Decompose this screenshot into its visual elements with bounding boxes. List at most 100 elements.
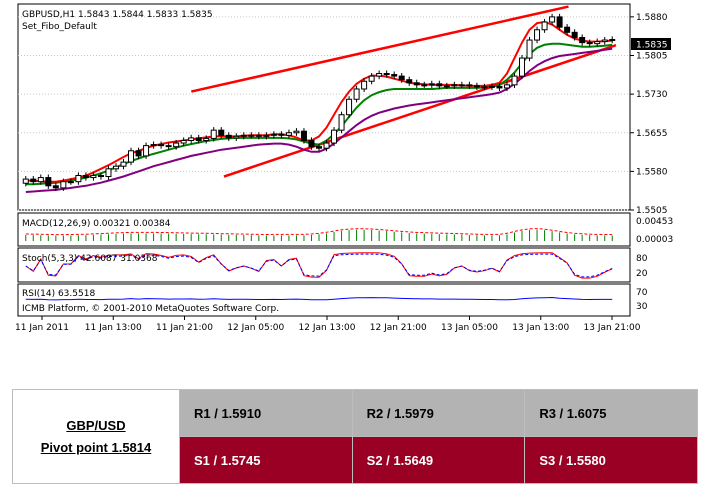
candle-body: [451, 84, 458, 87]
candle-body: [413, 82, 420, 86]
candle-body: [82, 174, 89, 179]
time-tick-label: 11 Jan 21:00: [156, 323, 213, 333]
candle-body: [436, 83, 443, 87]
current-price-label: 1.5835: [636, 41, 668, 51]
stoch-main-line: [25, 252, 613, 279]
candle-body: [458, 84, 465, 87]
candle-body: [353, 88, 360, 100]
candle-body: [128, 150, 135, 163]
candle-body: [519, 57, 526, 77]
s2-cell: S2 / 1.5649: [351, 436, 526, 484]
candle-body: [331, 129, 338, 144]
candle-body: [30, 178, 37, 183]
forex-chart: GBPUSD,H1 1.5843 1.5844 1.5833 1.5835 Se…: [15, 3, 673, 333]
candle-body: [361, 80, 368, 90]
candle-body: [308, 139, 315, 148]
candle-body: [391, 74, 398, 77]
current-price-box: [631, 38, 671, 50]
candle-body: [586, 42, 593, 45]
s3-cell: S3 / 1.5580: [524, 436, 698, 484]
price-tick-label: 1.5580: [636, 167, 668, 177]
candle-body: [549, 16, 556, 23]
candle-body: [594, 41, 601, 45]
time-tick-label: 11 Jan 2011: [15, 323, 69, 333]
channel-lower-line: [223, 44, 617, 178]
candle-body: [37, 177, 44, 183]
candle-body: [526, 39, 533, 59]
stoch-tick-80: 80: [636, 254, 648, 264]
macd-panel: [17, 212, 631, 247]
candle-body: [135, 150, 142, 157]
candle-body: [428, 83, 435, 86]
candle-body: [67, 181, 74, 184]
candle-body: [255, 134, 262, 137]
candle-body: [180, 139, 187, 144]
candle-body: [376, 73, 383, 77]
time-axis: 11 Jan 2011 11 Jan 13:00 11 Jan 21:00 12 Ja…: [15, 316, 641, 333]
candle-body: [398, 75, 405, 81]
candlesticks: [22, 13, 616, 191]
candle-body: [285, 132, 292, 136]
price-tick-label: 1.5505: [636, 206, 668, 216]
candle-body: [481, 86, 488, 89]
price-tick-label: 1.5880: [636, 13, 668, 23]
candle-body: [218, 129, 225, 136]
candle-body: [406, 79, 413, 84]
macd-tick-low: 0.00003: [636, 235, 673, 245]
sma-red-line: [25, 20, 613, 183]
candle-body: [52, 185, 59, 189]
candle-body: [165, 145, 172, 148]
candle-body: [503, 84, 510, 89]
time-tick-label: 12 Jan 21:00: [370, 323, 427, 333]
pivot-point-label: Pivot point 1.5814: [40, 439, 152, 455]
price-tick-label: 1.5805: [636, 52, 668, 62]
time-tick-label: 13 Jan 21:00: [584, 323, 641, 333]
rsi-tick-30: 30: [636, 302, 648, 312]
candle-body: [188, 137, 195, 141]
candle-body: [421, 84, 428, 87]
macd-histogram: [25, 229, 613, 241]
candle-body: [203, 137, 210, 141]
candle-body: [90, 174, 97, 179]
candle-body: [541, 21, 548, 31]
candle-body: [240, 134, 247, 137]
pivot-title-cell: GBP/USD Pivot point 1.5814: [12, 389, 180, 484]
rsi-line: [25, 296, 613, 301]
time-tick-label: 12 Jan 13:00: [299, 323, 356, 333]
time-tick-label: 13 Jan 05:00: [441, 323, 498, 333]
price-panel: [17, 3, 631, 211]
trend-channel: [191, 5, 617, 178]
candle-body: [601, 39, 608, 43]
template-name: Set_Fibo_Default: [22, 22, 97, 32]
macd-signal-line: [25, 228, 613, 236]
candle-body: [195, 137, 202, 141]
candle-body: [488, 85, 495, 88]
time-tick-label: 13 Jan 13:00: [512, 323, 569, 333]
resistance-row: GBP/USD Pivot point 1.5814 R1 / 1.5910 R…: [12, 389, 698, 484]
candle-body: [22, 178, 29, 184]
price-axis: 1.5880 1.5805 1.5730 1.5655 1.5580 1.5505: [630, 13, 668, 216]
candle-body: [346, 98, 353, 116]
rsi-tick-70: 70: [636, 288, 648, 298]
stoch-tick-20: 20: [636, 269, 648, 279]
candle-body: [105, 168, 112, 178]
candle-body: [466, 84, 473, 87]
r2-cell: R2 / 1.5979: [351, 389, 526, 437]
candle-body: [316, 146, 322, 149]
candle-body: [97, 174, 104, 178]
candle-body: [368, 75, 375, 82]
candle-body: [263, 134, 270, 137]
candle-body: [496, 85, 503, 89]
rsi-label: RSI(14) 63.5518: [22, 289, 95, 299]
candle-body: [338, 114, 345, 131]
candle-body: [571, 31, 578, 38]
candle-body: [158, 144, 165, 147]
stoch-label: Stoch(5,3,3) 42.6087 31.0368: [22, 254, 158, 264]
price-tick-label: 1.5655: [636, 129, 668, 139]
symbol-header: GBPUSD,H1 1.5843 1.5844 1.5833 1.5835: [22, 10, 213, 20]
stoch-signal-line: [25, 253, 613, 278]
candle-body: [112, 165, 119, 170]
candle-body: [609, 39, 616, 42]
candle-body: [323, 142, 330, 149]
r3-cell: R3 / 1.6075: [524, 389, 698, 437]
